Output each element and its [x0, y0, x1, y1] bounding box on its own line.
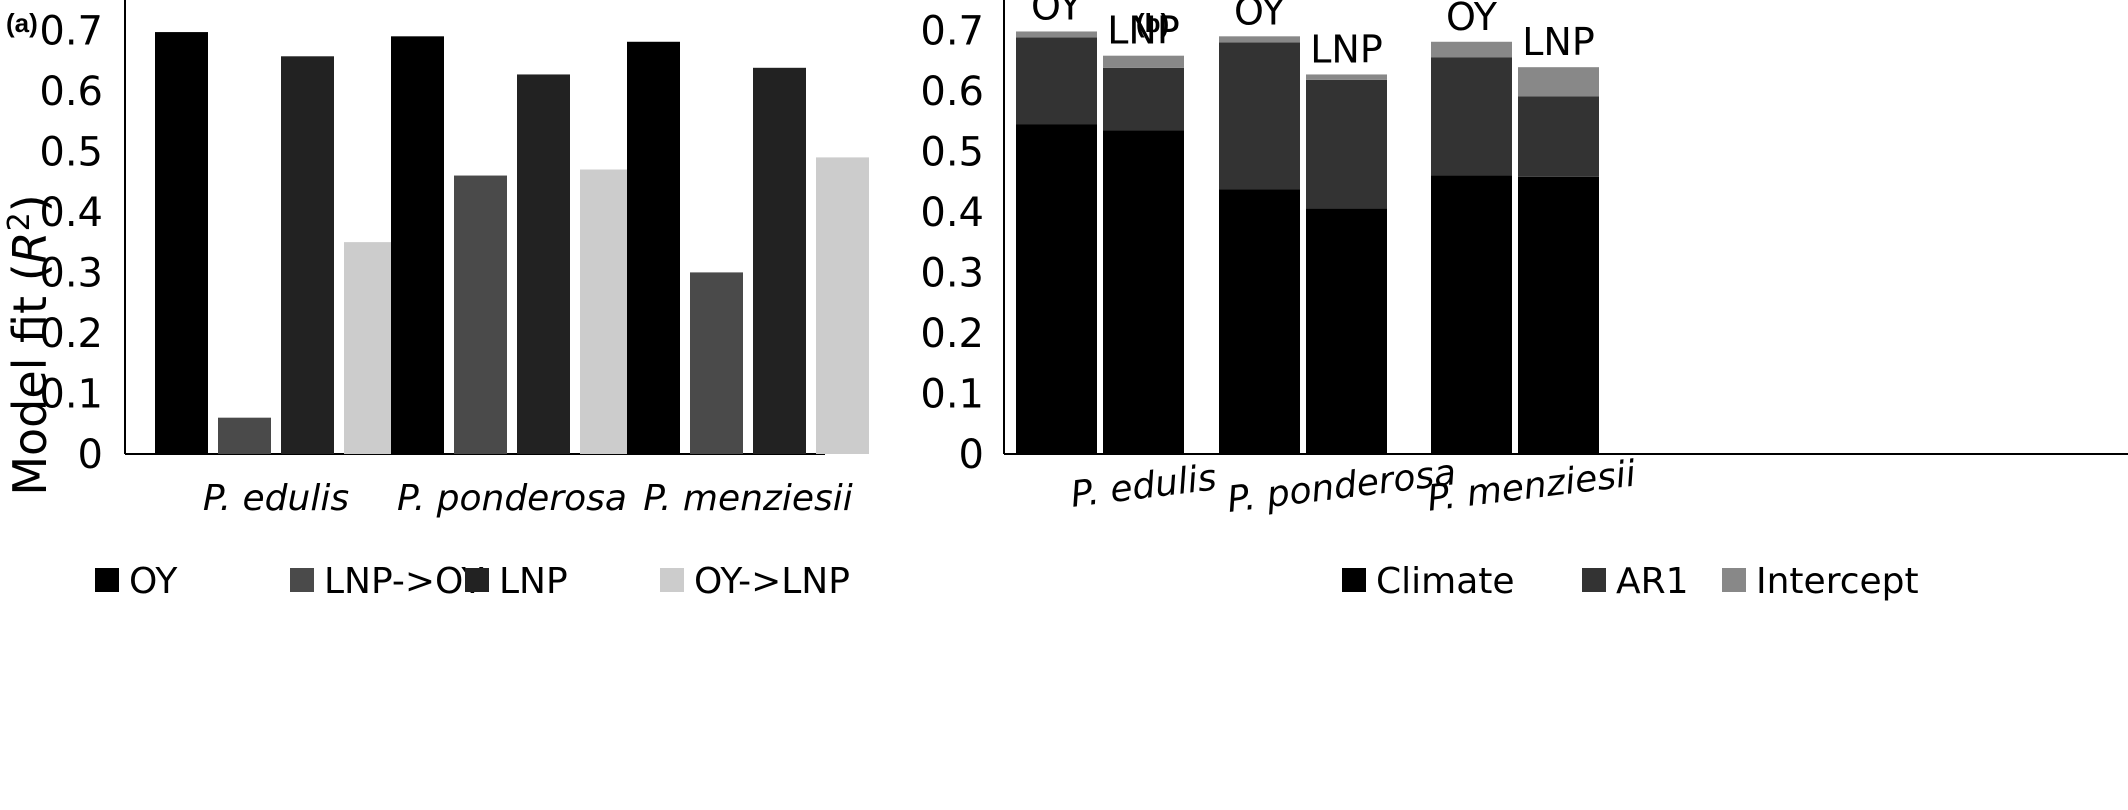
bar [690, 272, 743, 454]
x-tick-label: P. ponderosa [1225, 452, 1458, 521]
bar-top-label: OY [1031, 0, 1083, 28]
legend-swatch [1722, 568, 1746, 592]
stacked-bar-segment [1016, 124, 1097, 455]
bar [281, 56, 334, 455]
bar [816, 157, 869, 455]
bar [454, 175, 507, 454]
stacked-bar-segment [1016, 37, 1097, 125]
y-tick-label: 0 [78, 432, 103, 478]
bar [517, 74, 570, 455]
bar [391, 36, 444, 454]
bar [753, 67, 806, 454]
y-tick-label: 0.3 [920, 250, 984, 296]
stacked-bar-segment [1518, 176, 1599, 455]
x-tick-label: P. edulis [1069, 457, 1219, 516]
bar [344, 242, 397, 454]
y-tick-label: 0 [959, 432, 984, 478]
stacked-bar-segment [1431, 57, 1512, 176]
y-tick-label: 0.7 [39, 8, 103, 54]
y-tick-label: 0.4 [39, 190, 103, 236]
y-tick-label: 0.5 [39, 129, 103, 175]
panel-b-chart: (b) 0 0.1 0.2 0.3 0.4 0.5 0.6 0.7 OY LNP P. edulis… [920, 0, 2128, 602]
y-tick-label: 0.1 [39, 371, 103, 417]
legend-swatch [465, 568, 489, 592]
stacked-bar-segment [1518, 96, 1599, 177]
legend-swatch [1342, 568, 1366, 592]
stacked-bar-segment [1518, 67, 1599, 97]
panel-a-chart: (a) Model fit (R2) 0 0.1 0.2 0.3 0.4 0.5 0.6 0.… [2, 0, 869, 602]
y-tick-label: 0.2 [39, 311, 103, 357]
bar [627, 41, 680, 454]
stacked-bar-segment [1306, 74, 1387, 80]
stacked-bar-segment [1103, 130, 1184, 454]
y-tick-label: 0.6 [920, 69, 984, 115]
y-tick-label: 0.2 [920, 311, 984, 357]
bar-top-label: LNP [1107, 9, 1180, 53]
legend-label: AR1 [1616, 561, 1689, 602]
y-tick-label: 0.6 [39, 69, 103, 115]
stacked-bar-segment [1219, 189, 1300, 454]
legend-swatch [1582, 568, 1606, 592]
legend-label: Intercept [1756, 561, 1919, 602]
stacked-bar-segment [1431, 175, 1512, 454]
stacked-bar-segment [1103, 55, 1184, 68]
bar-top-label: OY [1234, 0, 1286, 33]
legend-label: LNP->OY [324, 561, 484, 602]
legend-label: OY [129, 561, 178, 602]
legend-label: LNP [499, 561, 568, 602]
y-tick-label: 0.1 [920, 371, 984, 417]
bar [580, 169, 633, 454]
bar [155, 32, 208, 454]
x-tick-label: P. menziesii [643, 478, 852, 519]
panel-a-label: (a) [6, 8, 38, 38]
stacked-bar-segment [1306, 79, 1387, 209]
stacked-bar-segment [1219, 42, 1300, 190]
bar-top-label: LNP [1522, 20, 1595, 64]
stacked-bar-segment [1016, 31, 1097, 38]
stacked-bar-segment [1306, 208, 1387, 454]
y-tick-label: 0.3 [39, 250, 103, 296]
panel-b-label: (b) [1136, 8, 1169, 38]
legend-label: Climate [1376, 561, 1515, 602]
y-tick-label: 0.4 [920, 190, 984, 236]
y-tick-label: 0.5 [920, 129, 984, 175]
legend-swatch [660, 568, 684, 592]
legend-label: OY->LNP [694, 561, 850, 602]
bar-top-label: LNP [1310, 27, 1383, 71]
stacked-bar-segment [1219, 36, 1300, 43]
bar [218, 417, 271, 454]
legend-swatch [290, 568, 314, 592]
x-tick-label: P. menziesii [1425, 453, 1638, 519]
bar-top-label: OY [1446, 0, 1498, 39]
stacked-bar-segment [1431, 41, 1512, 58]
y-axis-title: Model fit (R2) [2, 194, 58, 495]
x-tick-label: P. edulis [203, 478, 349, 519]
y-tick-label: 0.7 [920, 8, 984, 54]
stacked-bar-segment [1103, 67, 1184, 131]
legend-swatch [95, 568, 119, 592]
x-tick-label: P. ponderosa [397, 478, 627, 519]
